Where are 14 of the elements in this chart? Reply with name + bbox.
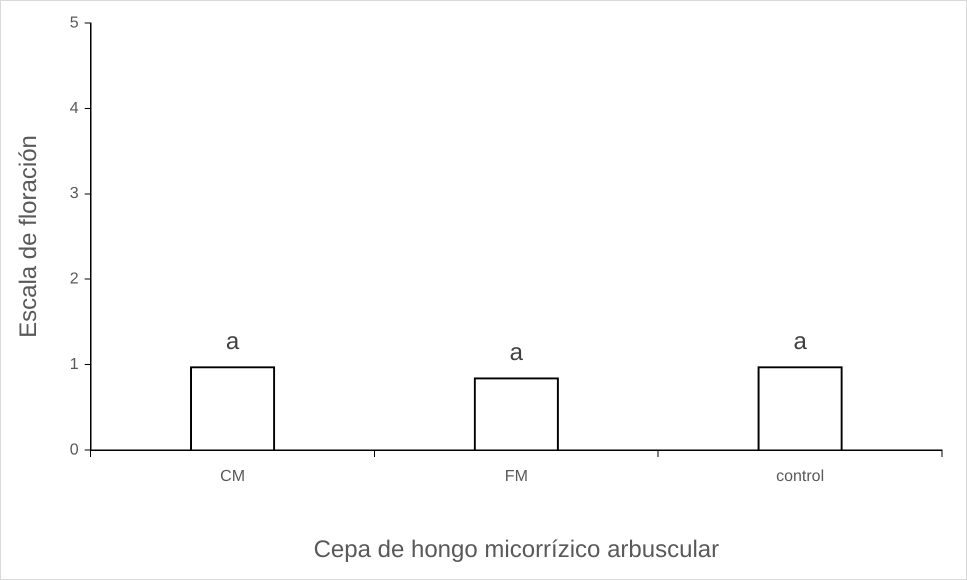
x-tick-label: control [776, 468, 824, 486]
y-axis-title: Escala de floración [15, 135, 42, 338]
y-tick-label: 5 [70, 14, 79, 32]
y-tick-label: 2 [70, 270, 79, 288]
y-tick-label: 3 [70, 185, 79, 202]
x-tick-label: CM [220, 468, 246, 486]
annotation: a [510, 339, 524, 366]
x-axis-title: Cepa de hongo micorrízico arbuscular [314, 536, 720, 564]
x-tick-label: FM [504, 468, 528, 486]
y-tick-label: 1 [70, 356, 79, 374]
annotation: a [226, 328, 240, 355]
y-tick-label: 0 [70, 441, 79, 458]
annotation: a [793, 328, 808, 355]
y-tick-label: 4 [70, 100, 79, 117]
